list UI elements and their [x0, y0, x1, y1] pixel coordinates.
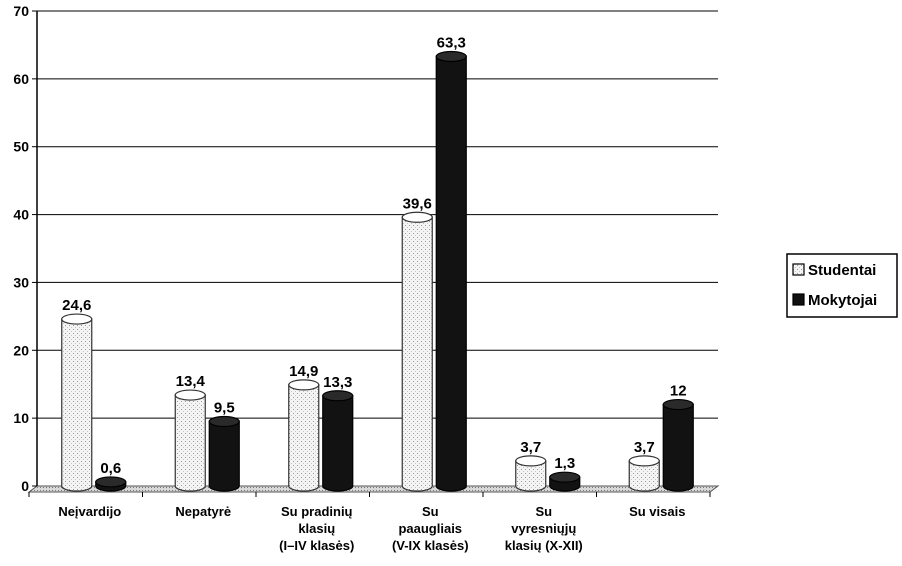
x-category-label: Su visais [629, 504, 685, 519]
x-category-label: paaugliais [398, 521, 462, 536]
x-category-label: (I–IV klasės) [279, 538, 354, 553]
chart-floor [27, 485, 720, 493]
gridlines [37, 10, 718, 419]
bar-mokytojai [549, 471, 581, 492]
y-tick-label: 60 [13, 71, 29, 87]
x-category-label: klasių (X-XII) [505, 538, 583, 553]
x-category-label: Neįvardijo [58, 504, 121, 519]
bar-studentai [288, 379, 320, 492]
labels: 24,6 13,4 14,9 39,6 3,7 3,7 0,6 9,5 13,3 63,3 1,3 1… [58, 34, 686, 553]
y-tick-label: 0 [21, 478, 29, 494]
bar-mokytojai [435, 50, 467, 492]
bar-mokytojai [95, 476, 127, 492]
y-tick-label: 10 [13, 410, 29, 426]
data-label: 12 [670, 383, 687, 400]
x-category-label: Su pradinių [281, 504, 353, 519]
data-label: 39,6 [403, 195, 432, 212]
bar-studentai [628, 455, 660, 492]
bar-studentai [401, 211, 433, 492]
x-category-label: klasių [298, 521, 335, 536]
x-category-label: Nepatyrė [175, 504, 231, 519]
x-category-label: Su [422, 504, 439, 519]
data-label: 14,9 [289, 363, 318, 380]
data-label: 3,7 [520, 439, 541, 456]
axes: 0 10 20 30 40 50 60 70 [13, 3, 720, 497]
y-tick-label: 30 [13, 274, 29, 290]
bar-studentai [515, 455, 547, 492]
bar-mokytojai [208, 415, 240, 492]
legend-label-mokytojai: Mokytojai [808, 292, 877, 309]
data-label: 1,3 [554, 455, 575, 472]
bar-mokytojai [322, 390, 354, 492]
bar-studentai [174, 389, 206, 492]
y-tick-label: 70 [13, 3, 29, 19]
legend-swatch-mokytojai [792, 293, 805, 306]
data-label: 9,5 [214, 400, 235, 417]
data-label: 24,6 [62, 297, 91, 314]
y-tick-label: 50 [13, 139, 29, 155]
legend-label-studentai: Studentai [808, 262, 876, 279]
bars [61, 50, 694, 492]
bar-mokytojai [662, 398, 694, 492]
data-label: 63,3 [437, 34, 466, 51]
data-label: 13,3 [323, 374, 352, 391]
y-tick-label: 40 [13, 207, 29, 223]
legend: Studentai Mokytojai [786, 253, 898, 318]
x-category-label: Su [535, 504, 552, 519]
x-category-label: (V-IX klasės) [392, 538, 469, 553]
y-tick-label: 20 [13, 342, 29, 358]
data-label: 3,7 [634, 439, 655, 456]
x-category-label: vyresniųjų [511, 521, 576, 536]
bar-studentai [61, 313, 93, 492]
data-label: 13,4 [176, 373, 206, 390]
legend-swatch-studentai [792, 263, 805, 276]
legend-box [786, 253, 898, 318]
data-label: 0,6 [100, 460, 121, 477]
